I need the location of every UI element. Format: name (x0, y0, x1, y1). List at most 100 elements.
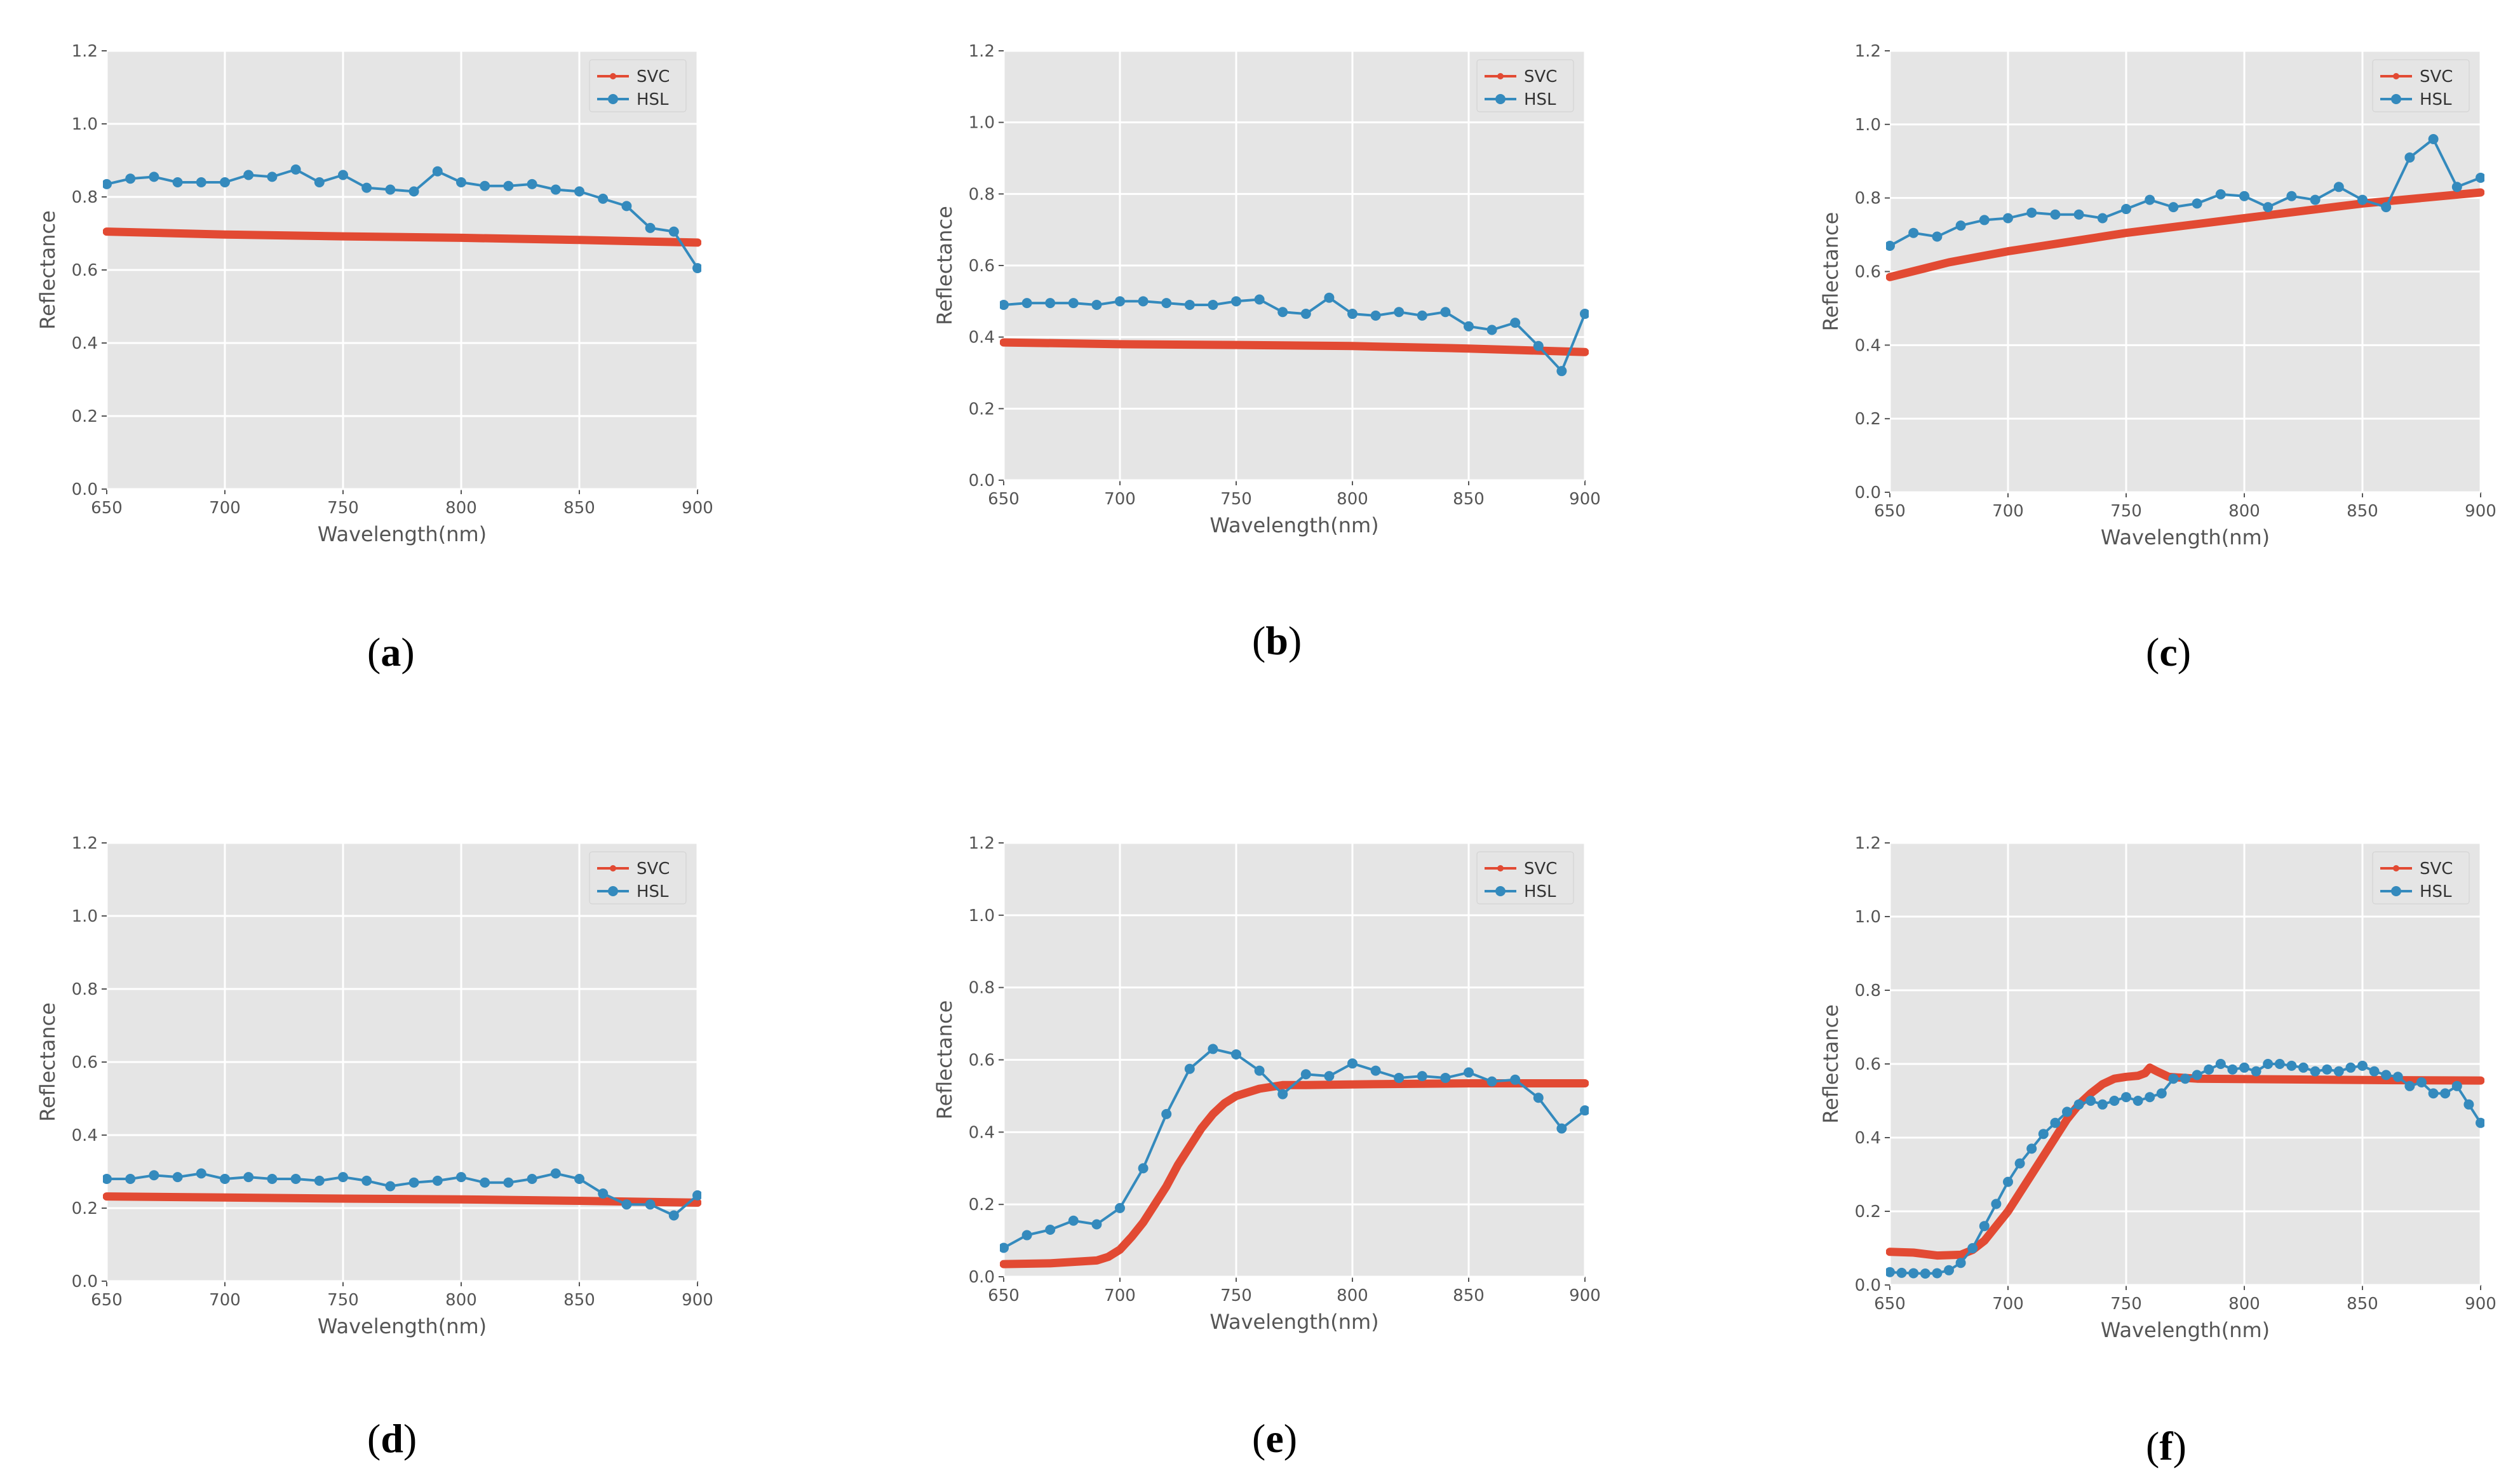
series-hsl-point (1138, 296, 1149, 307)
y-tick-label: 1.2 (969, 42, 995, 61)
series-hsl-point (243, 170, 254, 180)
y-tick-label: 0.4 (72, 1126, 98, 1145)
series-hsl-point (1886, 1267, 1895, 1277)
series-hsl-point (598, 1188, 609, 1199)
legend-hsl-label: HSL (637, 882, 669, 901)
series-hsl-point (1115, 296, 1125, 307)
series-layer (103, 1168, 701, 1221)
series-hsl-point (2145, 1092, 2155, 1103)
series-hsl-point (503, 180, 514, 191)
series-hsl-point (1510, 318, 1521, 328)
series-hsl-point (385, 184, 396, 195)
series-hsl-point (2251, 1066, 2261, 1077)
series-hsl-point (125, 173, 136, 184)
series-hsl-point (243, 1172, 254, 1183)
series-hsl-point (1486, 1076, 1497, 1087)
series-hsl-point (2014, 1158, 2025, 1169)
series-hsl-point (621, 1199, 632, 1210)
series-hsl-point (1000, 1242, 1009, 1253)
series-hsl-point (2451, 182, 2462, 192)
chart-b: 650 700 750 800 850 900 0.0 0.2 0.4 0.6 0.8 1.0 1.2 W… (933, 42, 1601, 537)
series-hsl-point (338, 1172, 348, 1183)
series-hsl-point (1115, 1202, 1125, 1213)
x-tick-label: 700 (209, 1291, 241, 1310)
legend-svc-label: SVC (1524, 67, 1557, 86)
legend-hsl-marker (1495, 94, 1506, 104)
series-hsl-point (668, 1210, 679, 1221)
series-hsl-point (1533, 1093, 1544, 1103)
y-tick-label: 0.4 (72, 334, 98, 353)
series-hsl-point (314, 177, 325, 187)
y-tick-label: 1.0 (969, 906, 995, 925)
y-axis-label: Reflectance (1819, 212, 1843, 332)
series-svc-line (1000, 338, 1589, 356)
x-tick-label: 700 (209, 499, 241, 518)
series-hsl-point (2239, 191, 2249, 201)
series-hsl-point (290, 164, 301, 175)
x-tick-label: 900 (682, 499, 713, 518)
series-hsl-point (456, 1172, 466, 1183)
x-tick-label: 650 (91, 499, 123, 518)
x-tick-label: 900 (682, 1291, 713, 1310)
series-hsl-point (2227, 1064, 2238, 1075)
series-hsl-point (1300, 309, 1311, 320)
x-tick-label: 800 (1337, 490, 1368, 509)
legend-hsl-marker (2391, 886, 2401, 896)
series-hsl-point (2050, 209, 2061, 220)
x-tick-label: 800 (2228, 1295, 2260, 1314)
series-hsl-point (1886, 240, 1895, 251)
series-hsl-point (1347, 1058, 1358, 1069)
series-hsl-point (103, 1174, 112, 1184)
series-hsl-point (1896, 1267, 1907, 1278)
series-hsl-point (2145, 194, 2155, 205)
x-tick-label: 650 (988, 490, 1020, 509)
x-tick-label: 850 (2347, 502, 2378, 521)
y-tick-label: 0.0 (969, 471, 995, 490)
series-hsl-point (408, 1177, 419, 1188)
series-hsl-point (2133, 1096, 2143, 1106)
series-hsl-point (1967, 1243, 1978, 1253)
x-tick-label: 750 (327, 1291, 359, 1310)
series-hsl-point (1417, 310, 1427, 321)
series-hsl-point (1440, 1072, 1451, 1083)
x-tick-label: 650 (1874, 1295, 1906, 1314)
y-tick-label: 0.0 (1855, 483, 1881, 502)
series-hsl-point (172, 1172, 183, 1183)
series-hsl-point (1556, 1123, 1567, 1134)
x-tick-label: 850 (563, 499, 595, 518)
series-hsl-point (503, 1177, 514, 1188)
series-hsl-point (314, 1175, 325, 1186)
series-hsl-point (2416, 1077, 2427, 1087)
x-tick-label: 850 (1453, 490, 1485, 509)
series-hsl-point (456, 177, 466, 187)
y-tick-label: 0.2 (72, 1199, 98, 1218)
series-hsl-point (2286, 1060, 2297, 1071)
series-hsl-point (2310, 194, 2321, 205)
series-hsl-point (1231, 296, 1241, 307)
series-hsl-point (2476, 172, 2484, 183)
series-hsl-point (2451, 1080, 2462, 1091)
legend: SVC HSL (2372, 59, 2470, 112)
series-hsl-point (480, 180, 490, 191)
series-hsl-point (267, 172, 278, 182)
y-axis-label: Reflectance (933, 206, 957, 325)
x-axis-label: Wavelength(nm) (1209, 513, 1378, 537)
legend-hsl-label: HSL (637, 90, 669, 109)
series-layer (1000, 1044, 1589, 1268)
x-tick-label: 800 (445, 1291, 477, 1310)
series-hsl-point (645, 222, 656, 233)
series-hsl-point (2180, 1073, 2190, 1084)
y-axis-label: Reflectance (1819, 1004, 1843, 1124)
y-tick-label: 0.4 (1855, 336, 1881, 355)
series-hsl-point (692, 263, 701, 274)
y-tick-label: 1.2 (1855, 42, 1881, 61)
legend-hsl-label: HSL (1524, 882, 1556, 901)
y-tick-label: 1.0 (72, 115, 98, 134)
legend-svc-marker (1497, 73, 1504, 79)
series-hsl-point (550, 1168, 561, 1179)
x-axis-label: Wavelength(nm) (318, 1314, 487, 1338)
series-hsl-point (2073, 209, 2084, 220)
legend-hsl-marker (1495, 886, 1506, 896)
y-tick-label: 0.4 (969, 1123, 995, 1142)
